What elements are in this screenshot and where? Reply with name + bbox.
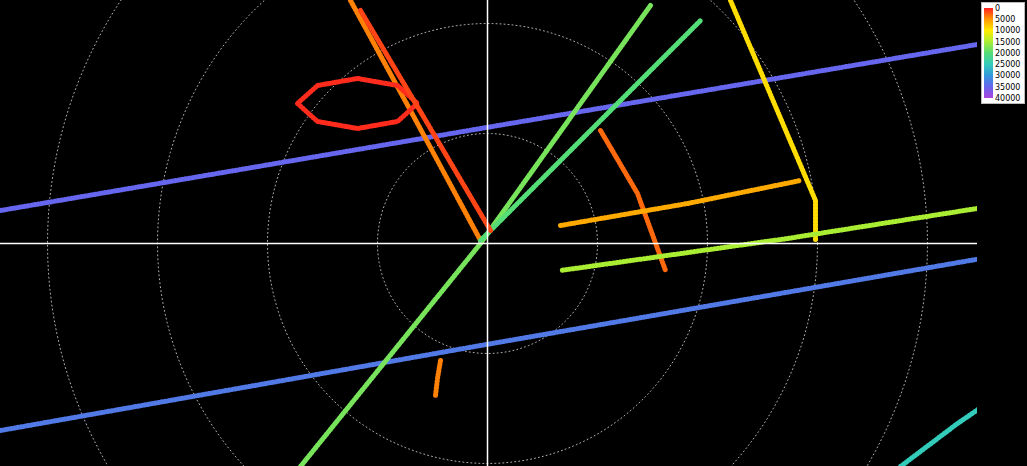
svg-text:30000: 30000 — [995, 71, 1020, 80]
svg-text:0: 0 — [995, 4, 1000, 13]
svg-text:25000: 25000 — [995, 60, 1020, 69]
svg-text:40000: 40000 — [995, 94, 1020, 103]
svg-text:35000: 35000 — [995, 83, 1020, 92]
svg-text:10000: 10000 — [995, 26, 1020, 35]
svg-text:20000: 20000 — [995, 49, 1020, 58]
svg-text:15000: 15000 — [995, 38, 1020, 47]
svg-text:5000: 5000 — [995, 15, 1015, 24]
